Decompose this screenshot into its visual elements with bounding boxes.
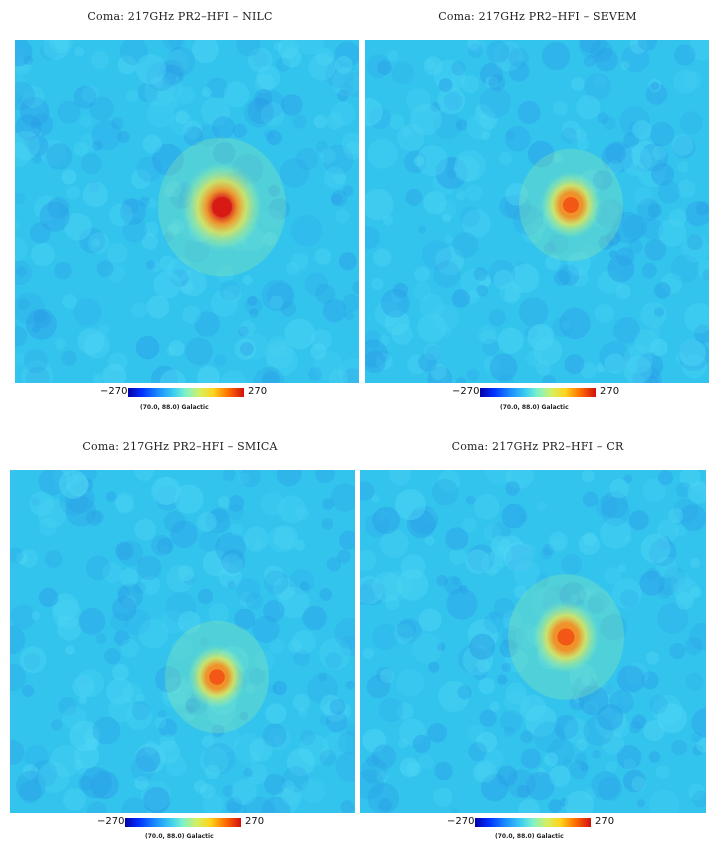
noise-texture bbox=[365, 40, 709, 383]
colorbar-min-label: −270 bbox=[97, 816, 125, 827]
panel-smica: Coma: 217GHz PR2–HFI – SMICA −270 270 (7… bbox=[0, 428, 360, 845]
noise-texture bbox=[10, 470, 355, 813]
map-svg bbox=[360, 470, 706, 813]
panel-sevem: Coma: 217GHz PR2–HFI – SEVEM −270 270 (7… bbox=[360, 0, 715, 420]
colorbar-min-label: −270 bbox=[100, 386, 128, 397]
colorbar: −270 270 bbox=[452, 386, 652, 400]
colorbar-max-label: 270 bbox=[600, 386, 620, 397]
coordinate-label: (70.0, 88.0) Galactic bbox=[500, 404, 569, 411]
colorbar-max-label: 270 bbox=[595, 816, 615, 827]
coordinate-label: (70.0, 88.0) Galactic bbox=[140, 404, 209, 411]
map-background bbox=[10, 470, 355, 813]
panel-title: Coma: 217GHz PR2–HFI – CR bbox=[451, 440, 624, 453]
colorbar-min-label: −270 bbox=[447, 816, 475, 827]
colorbar-gradient bbox=[480, 388, 596, 397]
sky-map bbox=[360, 470, 706, 813]
map-svg bbox=[365, 40, 709, 383]
panel-title: Coma: 217GHz PR2–HFI – SMICA bbox=[82, 440, 278, 453]
panel-title: Coma: 217GHz PR2–HFI – SEVEM bbox=[438, 10, 637, 23]
coordinate-label: (70.0, 88.0) Galactic bbox=[145, 833, 214, 840]
cluster-core bbox=[557, 628, 575, 646]
colorbar-gradient bbox=[125, 818, 241, 827]
colorbar: −270 270 bbox=[447, 816, 647, 830]
colorbar: −270 270 bbox=[100, 386, 300, 400]
colorbar-max-label: 270 bbox=[245, 816, 265, 827]
panel-cr: Coma: 217GHz PR2–HFI – CR −270 270 (70.0… bbox=[360, 428, 715, 845]
map-svg bbox=[10, 470, 355, 813]
cluster-core bbox=[209, 669, 225, 685]
colorbar: −270 270 bbox=[97, 816, 297, 830]
map-background bbox=[365, 40, 709, 383]
colorbar-gradient bbox=[128, 388, 244, 397]
colorbar-max-label: 270 bbox=[248, 386, 268, 397]
coordinate-label: (70.0, 88.0) Galactic bbox=[495, 833, 564, 840]
sky-map bbox=[15, 40, 359, 383]
cluster-core bbox=[212, 197, 232, 217]
sky-map bbox=[365, 40, 709, 383]
panel-title: Coma: 217GHz PR2–HFI – NILC bbox=[87, 10, 273, 23]
sky-map bbox=[10, 470, 355, 813]
colorbar-min-label: −270 bbox=[452, 386, 480, 397]
panel-nilc: Coma: 217GHz PR2–HFI – NILC −270 270 (70… bbox=[0, 0, 360, 420]
colorbar-gradient bbox=[475, 818, 591, 827]
cluster-core bbox=[563, 197, 579, 213]
map-svg bbox=[15, 40, 359, 383]
noise-texture bbox=[360, 470, 706, 813]
